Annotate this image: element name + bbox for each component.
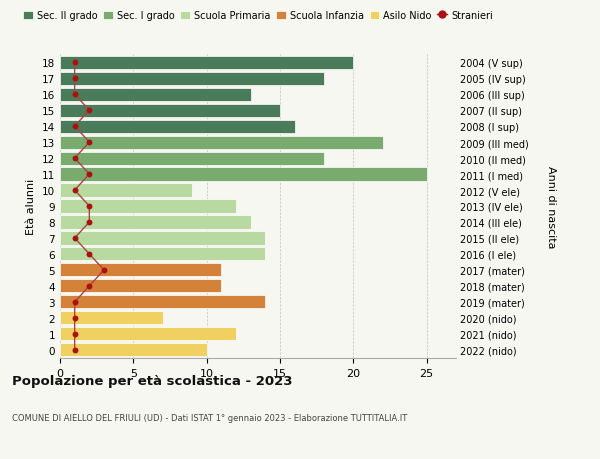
Point xyxy=(85,251,94,258)
Bar xyxy=(60,73,324,85)
Point xyxy=(70,155,79,162)
Y-axis label: Età alunni: Età alunni xyxy=(26,179,37,235)
Point xyxy=(70,330,79,338)
Text: COMUNE DI AIELLO DEL FRIULI (UD) - Dati ISTAT 1° gennaio 2023 - Elaborazione TUT: COMUNE DI AIELLO DEL FRIULI (UD) - Dati … xyxy=(12,413,407,422)
Point xyxy=(70,314,79,322)
Bar xyxy=(60,89,251,101)
Bar xyxy=(60,120,295,134)
Bar xyxy=(60,200,236,213)
Text: Popolazione per età scolastica - 2023: Popolazione per età scolastica - 2023 xyxy=(12,374,293,387)
Bar xyxy=(60,343,206,357)
Y-axis label: Anni di nascita: Anni di nascita xyxy=(545,165,556,248)
Bar xyxy=(60,216,251,229)
Point xyxy=(70,75,79,83)
Point xyxy=(85,107,94,115)
Point xyxy=(70,59,79,67)
Point xyxy=(70,123,79,130)
Point xyxy=(70,91,79,99)
Legend: Sec. II grado, Sec. I grado, Scuola Primaria, Scuola Infanzia, Asilo Nido, Stran: Sec. II grado, Sec. I grado, Scuola Prim… xyxy=(19,7,497,25)
Bar xyxy=(60,328,236,341)
Bar xyxy=(60,232,265,245)
Bar xyxy=(60,104,280,118)
Point xyxy=(70,235,79,242)
Bar xyxy=(60,152,324,165)
Point xyxy=(70,347,79,354)
Bar xyxy=(60,248,265,261)
Point xyxy=(85,283,94,290)
Bar xyxy=(60,280,221,293)
Bar xyxy=(60,168,427,181)
Point xyxy=(70,298,79,306)
Bar xyxy=(60,296,265,309)
Point xyxy=(85,203,94,210)
Bar xyxy=(60,136,383,149)
Point xyxy=(85,219,94,226)
Point xyxy=(85,139,94,146)
Point xyxy=(99,267,109,274)
Bar xyxy=(60,184,192,197)
Point xyxy=(70,187,79,194)
Bar xyxy=(60,312,163,325)
Point xyxy=(85,171,94,179)
Bar xyxy=(60,56,353,70)
Bar xyxy=(60,264,221,277)
